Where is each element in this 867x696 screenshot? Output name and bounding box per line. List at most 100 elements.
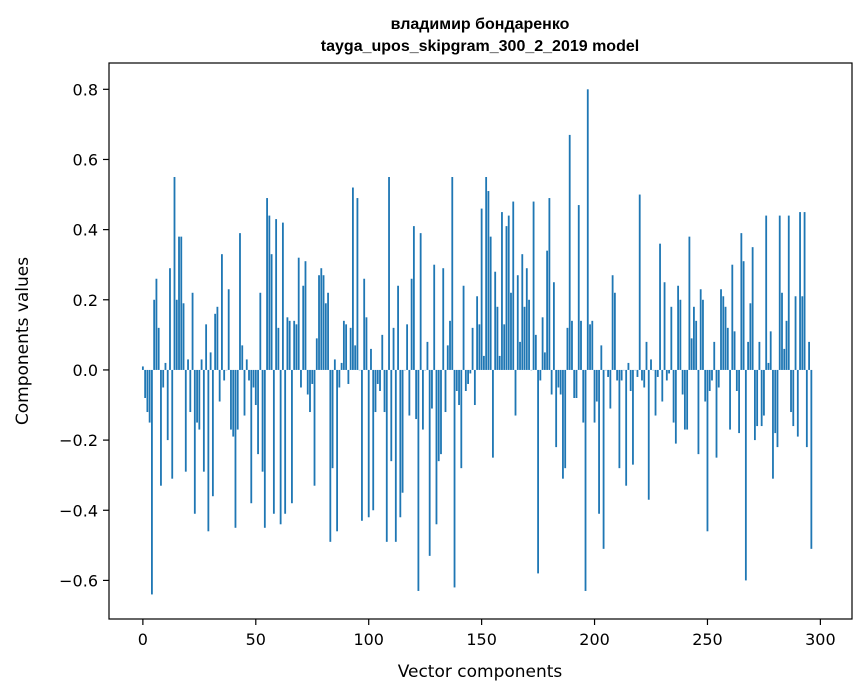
bar (148, 369, 151, 423)
bar (198, 369, 201, 430)
bar (388, 177, 390, 370)
bar (300, 369, 302, 388)
bar (742, 261, 745, 370)
bar (211, 369, 214, 497)
bar (272, 369, 275, 514)
bar (446, 345, 449, 370)
bar (288, 320, 291, 370)
bar (740, 233, 743, 370)
bar (747, 341, 750, 370)
bar (568, 134, 571, 370)
bar (706, 369, 709, 532)
bar (160, 369, 162, 486)
bar (320, 268, 323, 370)
bar (781, 292, 783, 370)
bar (514, 369, 517, 416)
bar (552, 282, 555, 370)
bar (810, 369, 813, 549)
bar (733, 331, 736, 370)
bar (704, 369, 707, 402)
bar (559, 369, 562, 395)
bar (516, 275, 519, 370)
bar (266, 198, 268, 370)
bar (724, 306, 727, 370)
bar (449, 320, 451, 370)
bar (180, 236, 183, 370)
y-tick-label: 0.0 (73, 361, 98, 380)
y-axis-ticks: −0.6 −0.4 −0.2 0.0 0.2 0.4 0.6 0.8 (59, 80, 109, 590)
bar (214, 313, 217, 370)
bar (263, 369, 266, 528)
bar (394, 369, 397, 542)
bar (796, 369, 799, 437)
bar (322, 275, 325, 370)
bar (236, 369, 239, 430)
bar (618, 369, 621, 469)
bar (591, 320, 594, 370)
bar (636, 369, 639, 377)
bar (620, 369, 623, 381)
bar (189, 369, 192, 413)
y-axis-label: Components values (13, 257, 33, 425)
bar (670, 306, 673, 370)
bar (162, 369, 165, 388)
bar (720, 289, 722, 370)
x-tick-label: 50 (246, 630, 266, 649)
bar (546, 250, 549, 370)
bar (381, 334, 384, 370)
bar (611, 275, 614, 370)
y-tick-label: 0.2 (73, 291, 98, 310)
bar (153, 299, 156, 370)
bar (464, 369, 467, 391)
bar (356, 198, 359, 370)
bar (230, 369, 232, 430)
bar (751, 247, 754, 370)
bar (792, 369, 795, 427)
bar (627, 362, 630, 370)
bar (363, 278, 366, 370)
bar (327, 292, 329, 370)
chart-subtitle: tayga_upos_skipgram_300_2_2019 model (321, 38, 639, 55)
bar (679, 299, 682, 370)
bar (365, 317, 368, 370)
bar (638, 194, 641, 370)
bar (399, 369, 402, 518)
bar (437, 369, 440, 462)
bar (632, 369, 634, 465)
bar (799, 212, 801, 370)
bar (790, 369, 792, 413)
bar (385, 369, 388, 542)
bar (607, 369, 609, 377)
bar (232, 369, 235, 437)
bar (683, 369, 686, 430)
bar (196, 369, 198, 423)
bar (460, 369, 463, 469)
bar (297, 257, 300, 370)
bar (372, 369, 375, 511)
x-tick-label: 150 (466, 630, 497, 649)
bar (600, 345, 603, 370)
bar (315, 338, 318, 370)
bar (422, 369, 424, 430)
bar (361, 369, 363, 521)
bar (803, 212, 806, 370)
bar (681, 369, 684, 395)
bar (340, 362, 343, 370)
bar (345, 324, 348, 370)
bar (778, 215, 781, 370)
bar (713, 341, 716, 370)
bar (758, 341, 761, 370)
bar (324, 303, 327, 370)
bar (151, 369, 153, 595)
bar (557, 369, 560, 388)
x-axis-label: Vector components (398, 662, 563, 682)
bar (313, 369, 316, 486)
bar (178, 236, 180, 370)
bar (708, 369, 711, 391)
bar (686, 369, 689, 430)
x-tick-label: 200 (579, 630, 610, 649)
bar (458, 369, 460, 406)
bar (580, 320, 582, 370)
bar (503, 324, 506, 370)
bar (406, 324, 409, 370)
